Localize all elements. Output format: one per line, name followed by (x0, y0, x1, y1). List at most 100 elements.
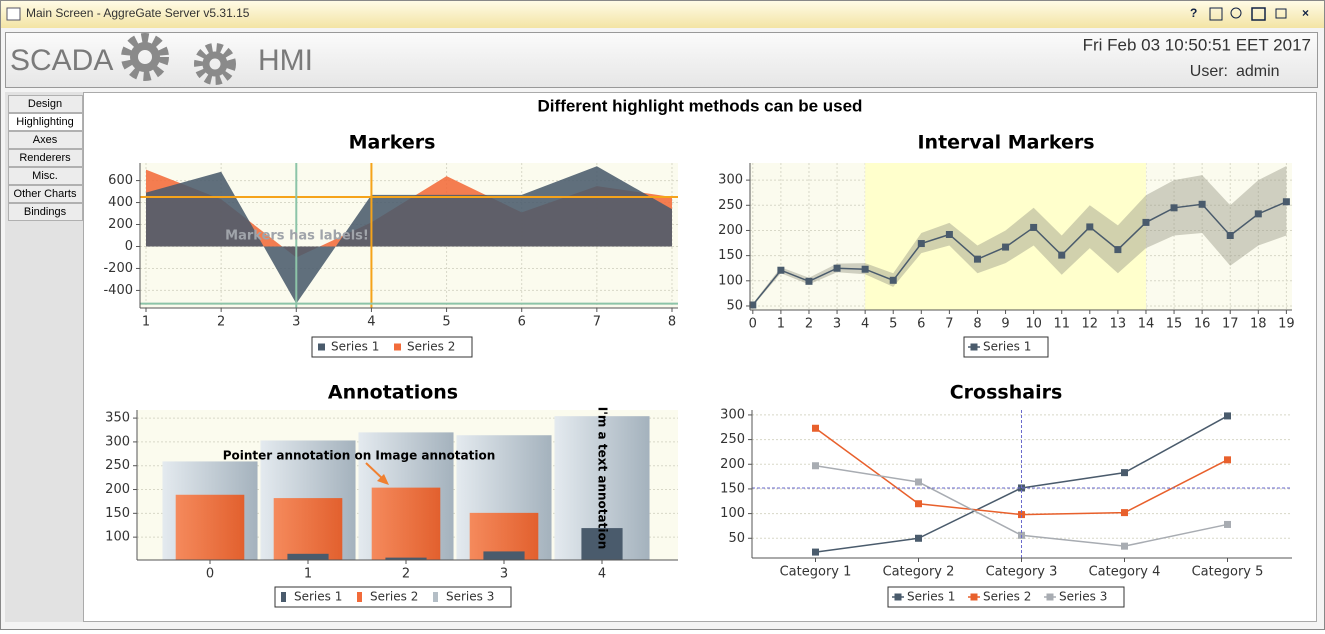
x-tick-label: Category 4 (1089, 565, 1161, 580)
bar (371, 487, 441, 560)
point (1121, 542, 1128, 550)
datetime: Fri Feb 03 10:50:51 EET 2017 (1083, 35, 1311, 54)
marker-label: Markers has labels! (225, 229, 369, 244)
chart: Markers -400 -200 0 200 400 600 1 2 3 4 5 6 7 8 Markers… (103, 132, 678, 358)
y-tick-label: 50 (726, 298, 743, 313)
pointer-annotation: Pointer annotation on Image annotation (223, 449, 496, 463)
help-button[interactable]: ? (1190, 6, 1197, 20)
x-tick-label: 0 (749, 317, 757, 332)
point (1030, 223, 1038, 231)
x-tick-label: 7 (593, 315, 601, 330)
close-button[interactable]: × (1302, 6, 1309, 20)
legend (311, 336, 473, 358)
x-tick-label: 2 (217, 315, 225, 330)
legend (963, 336, 1049, 358)
y-tick-label: -400 (103, 283, 133, 298)
x-tick-label: 5 (442, 315, 450, 330)
tab[interactable] (8, 95, 83, 113)
x-tick-label: 1 (142, 315, 150, 330)
tab[interactable] (8, 203, 83, 221)
point (917, 240, 925, 248)
legend-swatch (1046, 593, 1054, 601)
restore-button[interactable] (1275, 8, 1287, 19)
maximize-button[interactable] (1251, 7, 1266, 21)
x-tick-label: 2 (402, 567, 410, 582)
edit-button[interactable] (1209, 7, 1223, 21)
point (973, 255, 981, 263)
x-tick-label: 3 (292, 315, 300, 330)
point (1121, 469, 1128, 477)
tab[interactable] (8, 185, 83, 203)
tab[interactable] (8, 149, 83, 167)
x-tick-label: 1 (777, 317, 785, 332)
y-tick-label: 100 (718, 273, 743, 288)
x-tick-label: 2 (805, 317, 813, 332)
header-right: HMI (258, 44, 313, 77)
x-tick-label: 14 (1138, 317, 1155, 332)
tab-label: Highlighting (16, 116, 73, 128)
tab-label: Bindings (24, 206, 67, 218)
zoom-button[interactable] (1230, 7, 1242, 19)
point (1226, 231, 1234, 239)
point (1086, 223, 1094, 231)
point (833, 264, 841, 272)
chart-title: Markers (349, 132, 436, 154)
x-tick-label: 12 (1082, 317, 1099, 332)
tab[interactable] (8, 131, 83, 149)
legend (887, 586, 1125, 608)
point (1224, 412, 1231, 420)
y-tick-label: 200 (105, 482, 130, 497)
point (1002, 243, 1010, 251)
y-tick-label: 250 (720, 432, 745, 447)
window-buttons[interactable]: ? × (1190, 6, 1309, 21)
x-tick-label: 8 (973, 317, 981, 332)
chart-title: Interval Markers (917, 132, 1094, 154)
chart-title: Annotations (328, 382, 458, 404)
x-tick-label: Category 2 (883, 565, 955, 580)
legend-swatch (970, 593, 978, 601)
point (1121, 509, 1128, 517)
point (812, 424, 819, 432)
point (1018, 511, 1025, 519)
x-tick-label: 10 (1025, 317, 1042, 332)
annotation-arrowhead (377, 474, 389, 485)
y-tick-label: 50 (728, 531, 745, 546)
point (1114, 246, 1122, 254)
tab[interactable] (8, 113, 83, 131)
tab-label: Misc. (32, 170, 58, 182)
chart-title: Crosshairs (950, 382, 1063, 404)
legend-swatch (357, 592, 362, 602)
text-annotation: I'm a text annotation (596, 407, 610, 550)
y-tick-label: 300 (720, 407, 745, 422)
y-tick-label: -200 (103, 261, 133, 276)
bar (385, 557, 427, 560)
x-tick-label: 7 (945, 317, 953, 332)
y-tick-label: 0 (125, 239, 133, 254)
tab[interactable] (8, 167, 83, 185)
point (1224, 520, 1231, 528)
x-tick-label: 5 (889, 317, 897, 332)
chart: Annotations 100 150 200 250 300 350 0 1 2 3 4 Pointe… (105, 382, 678, 608)
point (861, 265, 869, 273)
point (1282, 198, 1290, 206)
y-tick-label: 300 (718, 173, 743, 188)
legend (274, 586, 512, 608)
y-tick-label: 100 (105, 530, 130, 545)
window-title: Main Screen - AggreGate Server v5.31.15 (26, 6, 250, 20)
point (1142, 218, 1150, 226)
header-left: SCADA (10, 44, 113, 77)
x-tick-label: 9 (1001, 317, 1009, 332)
y-tick-label: 300 (105, 434, 130, 449)
y-tick-label: 350 (105, 411, 130, 426)
point (1224, 456, 1231, 464)
y-tick-label: 600 (108, 173, 133, 188)
tab-label: Design (28, 98, 62, 110)
x-tick-label: 8 (668, 315, 676, 330)
y-tick-label: 200 (718, 223, 743, 238)
tab-label: Axes (33, 134, 58, 146)
legend-swatch (970, 343, 978, 351)
title-bar (1, 1, 1324, 28)
y-tick-label: 250 (105, 458, 130, 473)
